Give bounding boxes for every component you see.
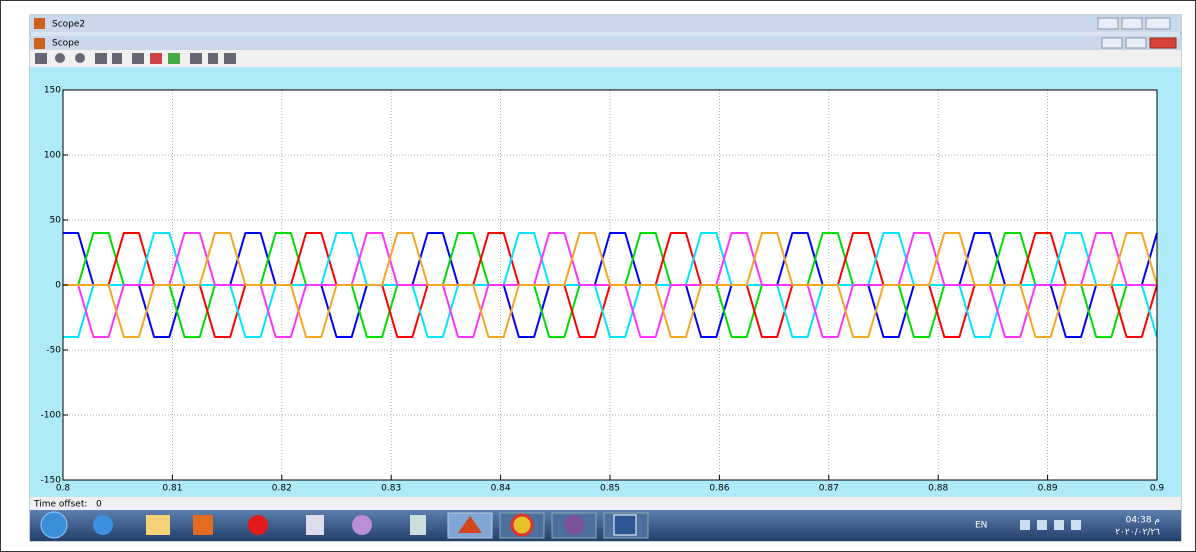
scope-close[interactable] (1150, 38, 1176, 48)
page: Scope2 Scope Time offset: 0 (0, 0, 1196, 552)
floating-button[interactable] (190, 53, 202, 64)
params-button[interactable] (55, 53, 65, 63)
x-tick-label: 0.82 (272, 484, 292, 494)
title-bar (30, 15, 1181, 32)
ie-icon[interactable] (93, 515, 113, 535)
restore-axes-button[interactable] (168, 53, 180, 64)
window-title: Scope2 (52, 20, 85, 30)
opera-icon[interactable] (248, 515, 268, 535)
tray-icon[interactable] (1037, 520, 1047, 530)
media-icon[interactable] (193, 515, 213, 535)
x-tick-label: 0.9 (1150, 484, 1165, 494)
zoom-y-button[interactable] (112, 53, 122, 64)
y-tick-label: -100 (41, 411, 62, 421)
tray-icon[interactable] (1071, 520, 1081, 530)
calc-icon[interactable] (410, 515, 426, 535)
language: EN (975, 521, 987, 531)
tray-icon[interactable] (1054, 520, 1064, 530)
close-button[interactable] (1146, 18, 1170, 29)
minimize-button[interactable] (1098, 18, 1118, 29)
screen: Scope2 Scope Time offset: 0 (0, 0, 1196, 552)
print-button[interactable] (35, 53, 47, 64)
word-icon (614, 515, 636, 535)
x-tick-label: 0.88 (928, 484, 948, 494)
x-tick-label: 0.84 (491, 484, 511, 494)
clock-time: 04:38 م (1126, 516, 1160, 526)
x-tick-label: 0.81 (162, 484, 182, 494)
app-icon (34, 18, 45, 29)
scope-title: Scope (52, 39, 80, 49)
save-axes-button[interactable] (150, 53, 162, 64)
autoscale-button[interactable] (132, 53, 144, 64)
zoom-x-button[interactable] (95, 53, 107, 64)
start-button[interactable] (41, 512, 67, 538)
scope-minimize[interactable] (1102, 38, 1122, 48)
app-icon-2[interactable] (306, 515, 324, 535)
y-tick-label: -50 (46, 346, 61, 356)
signal-button[interactable] (224, 53, 236, 64)
scope-title-bar (30, 36, 1181, 50)
x-tick-label: 0.87 (819, 484, 839, 494)
zoom-button[interactable] (75, 53, 85, 63)
time-offset-value: 0 (96, 500, 102, 510)
maximize-button[interactable] (1122, 18, 1142, 29)
explorer-icon[interactable] (146, 515, 170, 535)
x-tick-label: 0.89 (1038, 484, 1058, 494)
x-tick-label: 0.8 (56, 484, 71, 494)
x-tick-label: 0.85 (600, 484, 620, 494)
y-tick-label: 150 (44, 86, 61, 96)
tray-icon[interactable] (1020, 520, 1030, 530)
clock-date: ٢٠٢٠/٠٢/٢٦ (1115, 528, 1160, 538)
time-offset-label: Time offset: (33, 500, 87, 510)
y-tick-label: 100 (44, 151, 61, 161)
lock-button[interactable] (208, 53, 218, 64)
chrome-icon (512, 515, 532, 535)
y-tick-label: 0 (55, 281, 61, 291)
paint-icon[interactable] (352, 515, 372, 535)
x-tick-label: 0.86 (709, 484, 729, 494)
x-tick-label: 0.83 (381, 484, 401, 494)
status-bar (30, 497, 1181, 510)
viber-icon (564, 515, 584, 535)
scope-restore[interactable] (1126, 38, 1146, 48)
toolbar (30, 50, 1181, 67)
scope-icon (34, 38, 45, 49)
y-tick-label: 50 (50, 216, 62, 226)
